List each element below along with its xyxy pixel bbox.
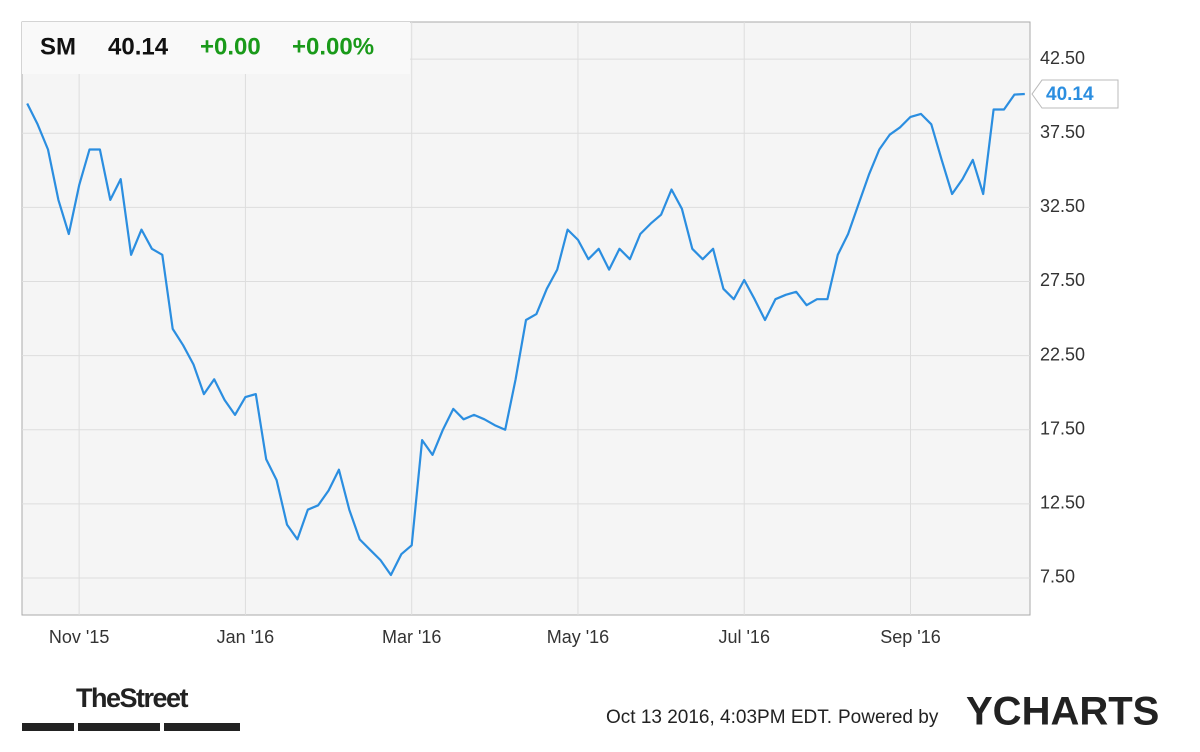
y-tick-label: 27.50 [1040, 270, 1085, 290]
last-value-callout [1031, 79, 1119, 109]
x-tick-label: May '16 [547, 627, 609, 647]
plot-area [21, 21, 1031, 616]
x-tick-label: Jul '16 [718, 627, 769, 647]
logo-bar [22, 723, 74, 731]
y-tick-label: 17.50 [1040, 418, 1085, 438]
last-value-label: 40.14 [1046, 84, 1094, 105]
y-tick-label: 12.50 [1040, 493, 1085, 513]
price-line [26, 92, 1025, 577]
grid [22, 22, 1030, 615]
header-box [22, 22, 410, 74]
symbol: SM [40, 33, 76, 60]
brand-logo: YCHARTS [966, 690, 1159, 734]
y-tick-label: 22.50 [1040, 344, 1085, 364]
y-tick-label: 7.50 [1040, 567, 1075, 587]
y-tick-label: 42.50 [1040, 48, 1085, 68]
x-tick-label: Sep '16 [880, 627, 941, 647]
change-percent: +0.00% [292, 33, 374, 60]
logo-bar [78, 723, 160, 731]
y-tick-label: 37.50 [1040, 122, 1085, 142]
y-tick-label: 32.50 [1040, 196, 1085, 216]
x-tick-label: Mar '16 [382, 627, 441, 647]
source-logo: TheStreet [76, 683, 189, 713]
timestamp: Oct 13 2016, 4:03PM EDT. [606, 707, 832, 728]
logo-bar [164, 723, 240, 731]
x-tick-label: Nov '15 [49, 627, 109, 647]
x-tick-label: Jan '16 [217, 627, 274, 647]
price: 40.14 [108, 33, 169, 60]
change: +0.00 [200, 33, 261, 60]
powered-by: Powered by [838, 707, 939, 728]
